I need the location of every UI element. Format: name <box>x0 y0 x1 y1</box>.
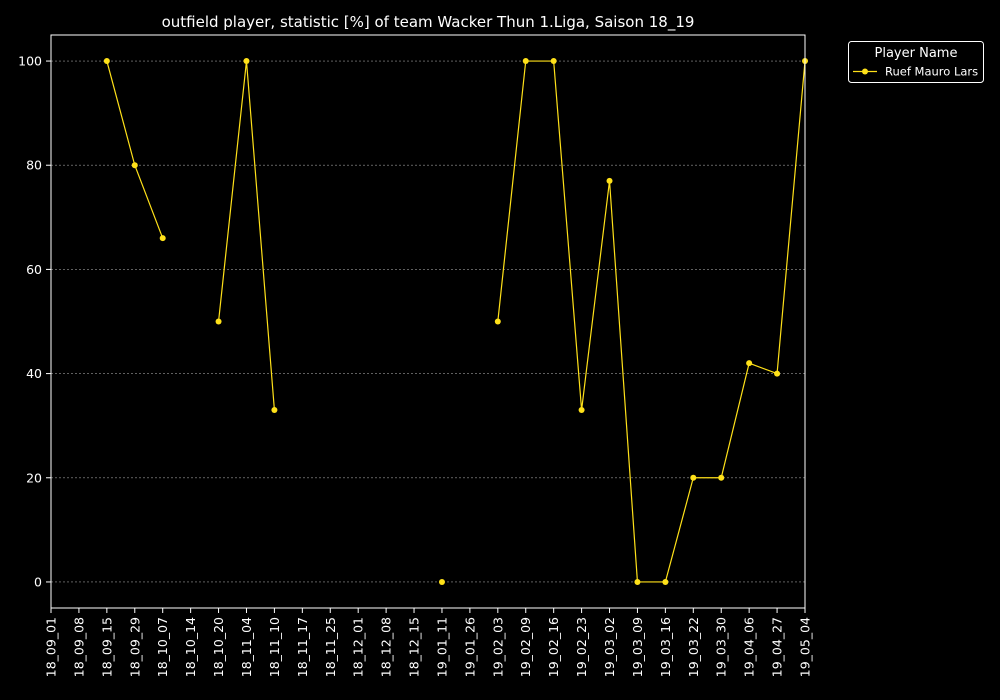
y-tick-label: 80 <box>26 158 42 173</box>
chart-title: outfield player, statistic [%] of team W… <box>162 13 695 32</box>
x-tick-label: 19_01_26 <box>462 617 477 677</box>
data-point <box>718 474 725 481</box>
x-tick-label: 19_03_16 <box>658 617 673 677</box>
y-tick-label: 0 <box>34 574 42 589</box>
x-tick-label: 18_09_01 <box>44 617 59 677</box>
x-tick-label: 19_03_09 <box>630 617 645 677</box>
data-point <box>746 360 753 367</box>
x-tick-label: 18_10_07 <box>155 617 170 677</box>
legend: Player Name Ruef Mauro Lars <box>848 41 984 83</box>
data-point <box>522 58 529 65</box>
data-point <box>550 58 557 65</box>
x-tick-label: 19_04_27 <box>770 617 785 677</box>
data-point <box>494 318 501 325</box>
legend-series-label: Ruef Mauro Lars <box>885 65 978 79</box>
data-point <box>662 578 669 585</box>
x-tick-label: 19_02_23 <box>574 617 589 677</box>
data-point <box>438 578 445 585</box>
data-point <box>215 318 222 325</box>
data-point <box>578 407 585 414</box>
legend-title: Player Name <box>875 46 958 61</box>
data-point <box>774 370 781 377</box>
x-tick-label: 19_03_22 <box>686 617 701 677</box>
legend-series-marker <box>862 68 868 75</box>
x-tick-label: 19_02_16 <box>546 617 561 677</box>
series-layer <box>103 58 808 585</box>
x-tick-label: 18_12_01 <box>351 617 366 677</box>
series-line <box>497 60 806 583</box>
y-tick-label: 100 <box>18 54 42 69</box>
x-tick-label: 18_12_15 <box>407 617 422 677</box>
x-tick-label: 19_02_03 <box>490 617 505 677</box>
x-tick-label: 18_11_17 <box>295 617 310 677</box>
data-point <box>606 177 613 184</box>
x-axis: 18_09_01 18_09_08 18_09_15 18_09_29 18_10_07… <box>44 608 813 677</box>
x-tick-label: 18_09_08 <box>71 617 86 677</box>
x-tick-label: 18_10_14 <box>183 617 198 677</box>
y-tick-label: 40 <box>26 366 42 381</box>
x-tick-label: 19_03_02 <box>602 617 617 677</box>
x-tick-label: 19_01_11 <box>434 617 449 677</box>
plot-frame <box>50 34 806 609</box>
legend-box <box>848 41 984 83</box>
x-tick-label: 18_09_15 <box>99 617 114 677</box>
x-tick-label: 18_12_08 <box>379 617 394 677</box>
x-tick-label: 19_05_04 <box>798 617 813 677</box>
data-point <box>634 578 641 585</box>
y-tick-label: 20 <box>26 470 42 485</box>
data-point <box>243 58 250 65</box>
x-tick-label: 18_11_25 <box>323 617 338 677</box>
data-point <box>690 474 697 481</box>
x-tick-label: 19_02_09 <box>518 617 533 677</box>
data-point <box>271 407 278 414</box>
x-tick-label: 18_10_20 <box>211 617 226 677</box>
x-tick-label: 18_11_04 <box>239 617 254 677</box>
data-point <box>159 235 166 242</box>
y-axis: 0 20 40 60 80 100 <box>18 54 51 589</box>
x-tick-label: 19_03_30 <box>714 617 729 677</box>
x-tick-label: 18_09_29 <box>127 617 142 677</box>
y-tick-label: 60 <box>26 262 42 277</box>
grid-lines <box>51 60 805 583</box>
x-tick-label: 18_11_10 <box>267 617 282 677</box>
data-point <box>103 58 110 65</box>
data-point <box>131 162 138 169</box>
x-tick-label: 19_04_06 <box>742 617 757 677</box>
